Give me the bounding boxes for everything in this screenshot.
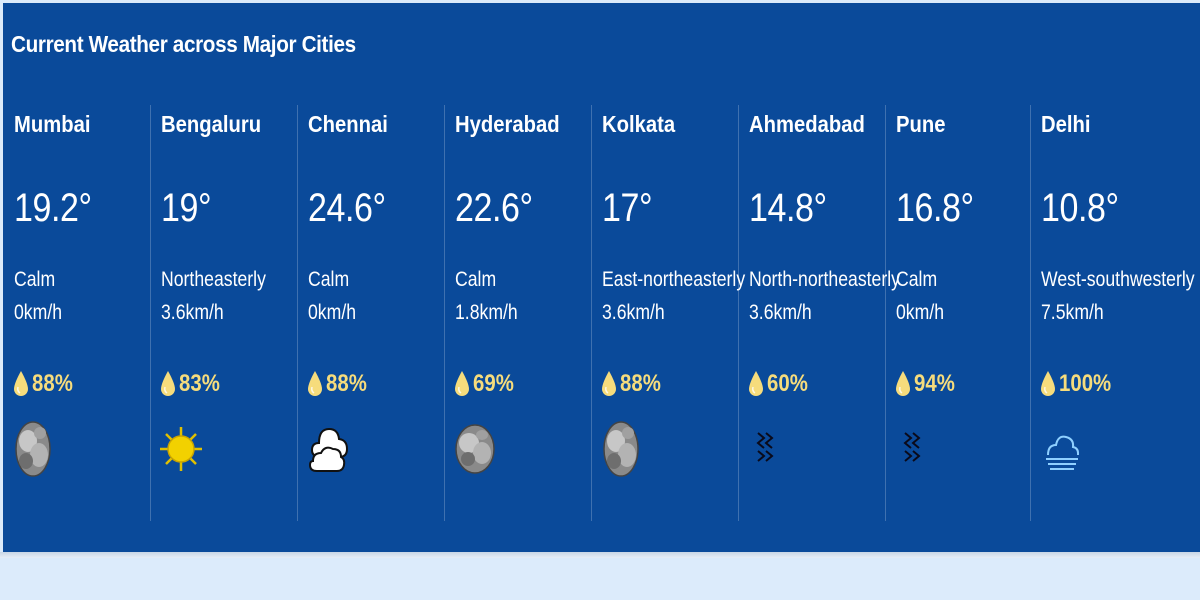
column-divider xyxy=(1030,105,1031,521)
city-card-mumbai[interactable]: Mumbai 19.2° Calm 0km/h 88% xyxy=(3,3,150,552)
droplet-icon xyxy=(308,371,322,396)
wind-direction: Northeasterly xyxy=(161,268,266,291)
column-divider xyxy=(297,105,298,521)
droplet-icon xyxy=(602,371,616,396)
humidity-value: 88% xyxy=(326,370,367,397)
temperature: 10.8° xyxy=(1041,186,1119,230)
temperature: 22.6° xyxy=(455,186,533,230)
wind-speed: 3.6km/h xyxy=(161,301,224,324)
wind-direction: Calm xyxy=(308,268,350,291)
partly-cloudy-icon xyxy=(308,427,349,472)
wind-direction: Calm xyxy=(896,268,938,291)
temperature: 16.8° xyxy=(896,186,974,230)
temperature: 19° xyxy=(161,186,212,230)
humidity-value: 60% xyxy=(767,370,808,397)
wind-direction: East-northeasterly xyxy=(602,268,746,291)
city-card-delhi[interactable]: Delhi 10.8° West-southwesterly 7.5km/h 1… xyxy=(1030,3,1200,552)
droplet-icon xyxy=(896,371,910,396)
humidity-value: 88% xyxy=(32,370,73,397)
wind-speed: 3.6km/h xyxy=(602,301,665,324)
column-divider xyxy=(591,105,592,521)
column-divider xyxy=(444,105,445,521)
cloudy-icon xyxy=(603,421,639,477)
humidity-value: 83% xyxy=(179,370,220,397)
humidity-value: 94% xyxy=(914,370,955,397)
column-divider xyxy=(885,105,886,521)
panel-shadow xyxy=(0,552,1200,558)
wind-speed: 7.5km/h xyxy=(1041,301,1104,324)
wind-speed: 0km/h xyxy=(308,301,357,324)
city-card-bengaluru[interactable]: Bengaluru 19° Northeasterly 3.6km/h 83% xyxy=(150,3,297,552)
city-name: Hyderabad xyxy=(455,111,560,137)
humidity-value: 100% xyxy=(1059,370,1112,397)
wind-speed: 0km/h xyxy=(14,301,63,324)
city-name: Ahmedabad xyxy=(749,111,865,137)
humidity-value: 88% xyxy=(620,370,661,397)
city-name: Chennai xyxy=(308,111,388,137)
wind-direction: West-southwesterly xyxy=(1041,268,1195,291)
droplet-icon xyxy=(14,371,28,396)
humidity-value: 69% xyxy=(473,370,514,397)
temperature: 14.8° xyxy=(749,186,827,230)
haze-icon xyxy=(903,432,921,462)
cloudy-icon xyxy=(455,424,495,474)
city-name: Kolkata xyxy=(602,111,676,137)
fog-icon xyxy=(1046,435,1079,470)
haze-icon xyxy=(756,432,774,462)
city-name: Delhi xyxy=(1041,111,1091,137)
footer-area xyxy=(0,558,1200,600)
droplet-icon xyxy=(455,371,469,396)
city-name: Pune xyxy=(896,111,946,137)
city-card-pune[interactable]: Pune 16.8° Calm 0km/h 94% xyxy=(885,3,1030,552)
droplet-icon xyxy=(1041,371,1055,396)
cloudy-icon xyxy=(15,421,51,477)
city-card-kolkata[interactable]: Kolkata 17° East-northeasterly 3.6km/h 8… xyxy=(591,3,745,552)
temperature: 24.6° xyxy=(308,186,386,230)
sun-icon xyxy=(160,427,202,471)
wind-speed: 0km/h xyxy=(896,301,945,324)
wind-direction: Calm xyxy=(14,268,56,291)
column-divider xyxy=(150,105,151,521)
droplet-icon xyxy=(749,371,763,396)
column-divider xyxy=(738,105,739,521)
city-card-hyderabad[interactable]: Hyderabad 22.6° Calm 1.8km/h 69% xyxy=(444,3,591,552)
wind-direction: North-northeasterly xyxy=(749,268,900,291)
wind-speed: 3.6km/h xyxy=(749,301,812,324)
weather-panel: Current Weather across Major Cities Mumb… xyxy=(3,3,1200,552)
city-card-ahmedabad[interactable]: Ahmedabad 14.8° North-northeasterly 3.6k… xyxy=(738,3,900,552)
city-name: Bengaluru xyxy=(161,111,262,137)
temperature: 19.2° xyxy=(14,186,92,230)
droplet-icon xyxy=(161,371,175,396)
panel-title: Current Weather across Major Cities xyxy=(11,31,356,57)
city-card-chennai[interactable]: Chennai 24.6° Calm 0km/h 88% xyxy=(297,3,444,552)
city-name: Mumbai xyxy=(14,111,91,137)
temperature: 17° xyxy=(602,186,653,230)
wind-direction: Calm xyxy=(455,268,497,291)
wind-speed: 1.8km/h xyxy=(455,301,518,324)
